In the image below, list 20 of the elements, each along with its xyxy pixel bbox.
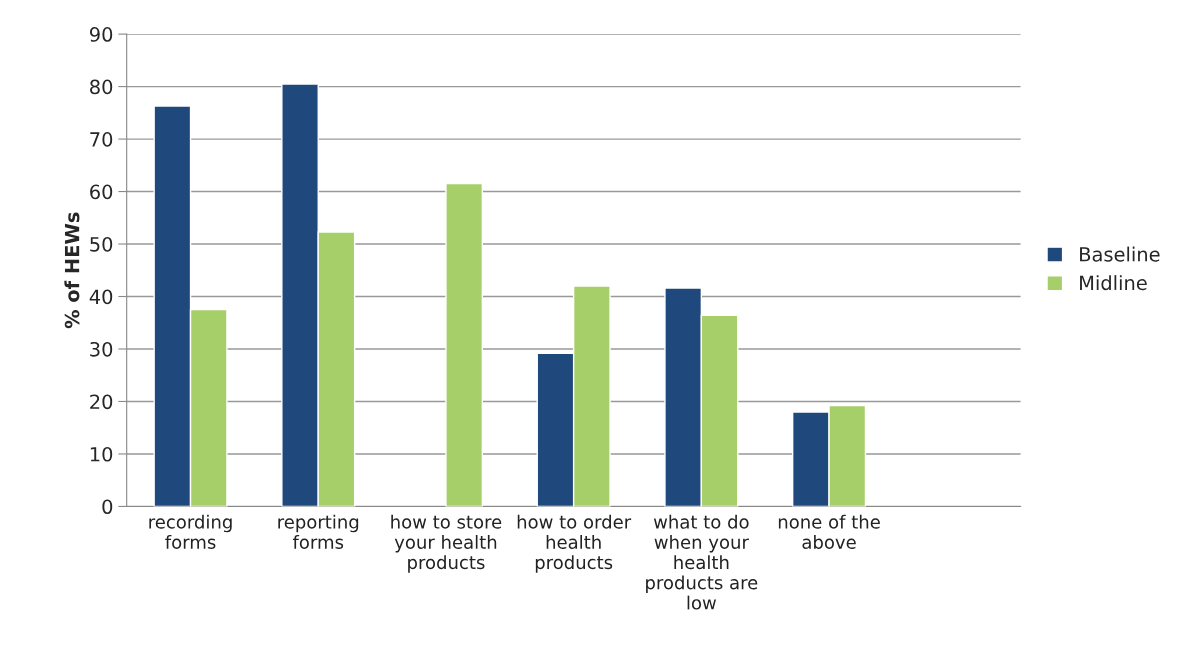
y-tick-label: 20 (90, 394, 113, 410)
y-axis-title: % of HEWs (64, 212, 80, 329)
y-tick-label: 70 (90, 132, 113, 147)
bar (445, 182, 484, 507)
legend-label: Baseline (1080, 246, 1160, 262)
y-tick-label: 60 (90, 184, 113, 200)
x-tick-label: how to order health products (517, 514, 632, 573)
x-tick-label: how to store your health products (391, 514, 502, 573)
y-tick-label: 0 (102, 499, 113, 515)
legend-label: Midline (1080, 275, 1147, 291)
y-tick-label: 90 (89, 27, 113, 42)
x-tick-label: reporting forms (278, 514, 359, 549)
x-tick-label: none of the above (778, 514, 880, 549)
x-tick-label: what to do when your health products are low (646, 514, 758, 610)
y-tick-label: 50 (90, 236, 113, 252)
y-tick-label: 80 (90, 79, 113, 95)
y-tick-label: 40 (89, 289, 113, 305)
y-tick-label: 10 (90, 446, 113, 462)
y-tick-label: 30 (90, 341, 113, 357)
x-tick-label: recording forms (149, 514, 232, 549)
